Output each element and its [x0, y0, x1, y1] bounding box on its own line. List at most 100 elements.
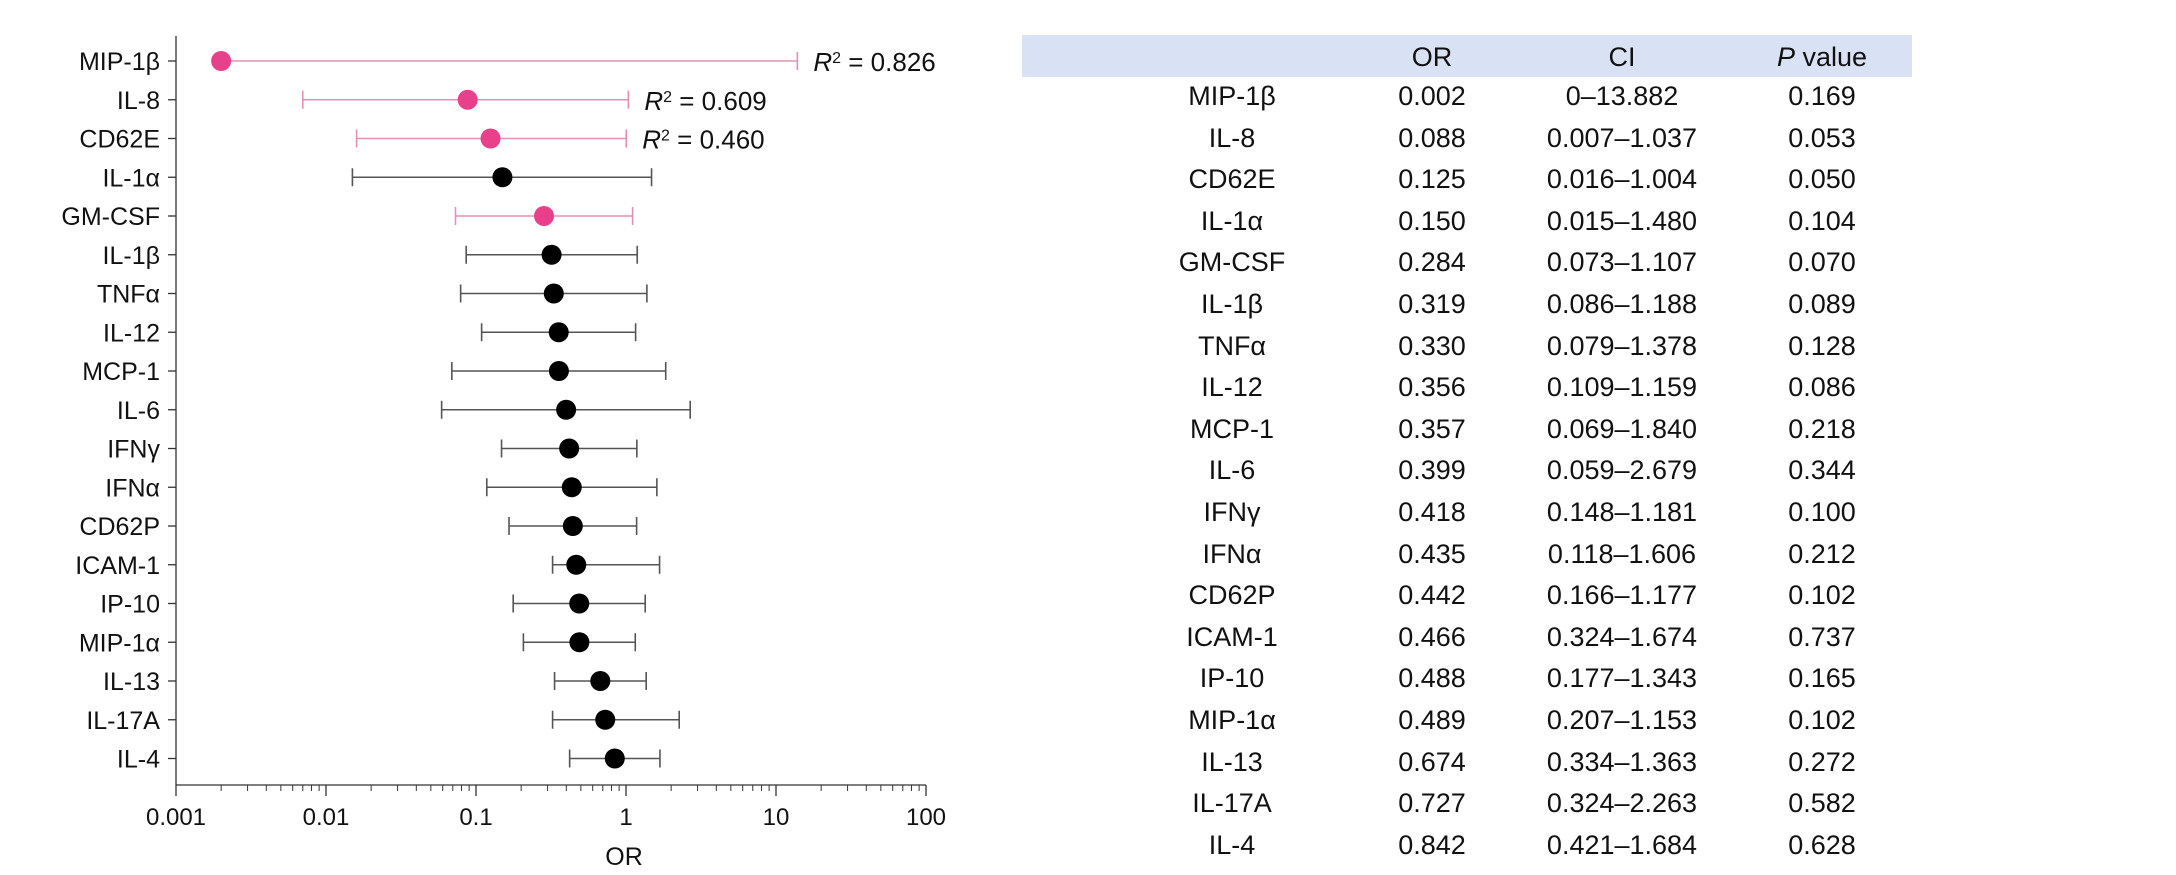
- cell-p-value: 0.102: [1788, 704, 1856, 735]
- row-label: IL-1β: [103, 242, 160, 270]
- table-row: CD62P 0.442 0.166–1.177 0.102: [1022, 576, 1912, 618]
- cell-or: 0.727: [1398, 788, 1466, 819]
- or-point: [595, 709, 616, 730]
- cell-name: IFNα: [1202, 538, 1262, 569]
- cell-or: 0.488: [1398, 663, 1466, 694]
- cell-name: IL-6: [1208, 455, 1256, 486]
- table-row: IL-6 0.399 0.059–2.679 0.344: [1022, 451, 1912, 493]
- cell-or: 0.489: [1398, 704, 1466, 735]
- cell-name: IL-12: [1201, 372, 1263, 403]
- cell-ci: 0–13.882: [1565, 81, 1679, 111]
- cell-name: IP-10: [1199, 663, 1265, 694]
- cell-name: MCP-1: [1189, 413, 1274, 444]
- cell-ci: 0.016–1.004: [1546, 164, 1698, 195]
- or-point: [548, 322, 569, 343]
- cell-name: GM-CSF: [1178, 247, 1286, 278]
- cell-p-value: 0.100: [1788, 496, 1856, 527]
- row-label: MIP-1β: [79, 48, 160, 76]
- or-point: [541, 244, 562, 265]
- cell-p-value: 0.104: [1788, 205, 1856, 236]
- row-label: MIP-1α: [79, 629, 160, 657]
- or-point: [569, 632, 590, 653]
- cell-or: 0.125: [1398, 164, 1466, 195]
- table-row: TNFα 0.330 0.079–1.378 0.128: [1022, 327, 1912, 369]
- cell-name: CD62E: [1188, 164, 1276, 195]
- forest-plot: 0.001 0.01 0.1 1 10 100 OR MIP-1β R2 = 0.826 IL-8…: [61, 36, 946, 871]
- cell-ci: 0.086–1.188: [1546, 288, 1698, 319]
- cell-ci: 0.177–1.343: [1546, 663, 1698, 694]
- row-label: IL-1α: [102, 164, 160, 192]
- or-point: [561, 477, 582, 498]
- table-row: CD62E 0.125 0.016–1.004 0.050: [1022, 160, 1912, 202]
- row-label: IL-12: [103, 319, 160, 347]
- cell-or: 0.435: [1398, 538, 1466, 569]
- cell-or: 0.466: [1398, 621, 1466, 652]
- header-or: OR: [1411, 42, 1453, 72]
- r2-annotation: R2 = 0.609: [644, 86, 766, 116]
- cell-or: 0.356: [1398, 372, 1466, 403]
- cell-ci: 0.148–1.181: [1546, 496, 1698, 527]
- cell-ci: 0.109–1.159: [1546, 372, 1698, 403]
- header-ci: CI: [1608, 42, 1636, 72]
- cell-name: TNFα: [1197, 330, 1267, 361]
- table-row: IP-10 0.488 0.177–1.343 0.165: [1022, 659, 1912, 701]
- or-table: OR CI P value MIP-1β 0.002 0–13.882 0.169 IL…: [1022, 35, 1912, 867]
- r2-annotation: R2 = 0.460: [642, 125, 764, 155]
- cell-ci: 0.073–1.107: [1546, 247, 1698, 278]
- table-body: MIP-1β 0.002 0–13.882 0.169 IL-8 0.088 0.007–1…: [1022, 77, 1912, 867]
- or-point: [457, 89, 478, 110]
- cell-name: IL-1α: [1200, 205, 1264, 236]
- x-axis-label: OR: [605, 843, 643, 871]
- cell-ci: 0.059–2.679: [1546, 455, 1698, 486]
- cell-or: 0.002: [1398, 81, 1466, 111]
- x-tick-label: 0.01: [303, 804, 350, 831]
- table-row: IL-17A 0.727 0.324–2.263 0.582: [1022, 784, 1912, 826]
- cell-ci: 0.079–1.378: [1546, 330, 1698, 361]
- cell-or: 0.842: [1398, 829, 1466, 860]
- cell-name: ICAM-1: [1186, 621, 1278, 652]
- cell-ci: 0.166–1.177: [1546, 580, 1698, 611]
- table-row: MCP-1 0.357 0.069–1.840 0.218: [1022, 410, 1912, 452]
- cell-name: MIP-1β: [1188, 81, 1276, 111]
- or-point: [492, 167, 513, 188]
- table-row: IFNα 0.435 0.118–1.606 0.212: [1022, 535, 1912, 577]
- x-tick-label: 0.001: [146, 804, 206, 831]
- row-label: CD62E: [79, 126, 160, 154]
- cell-name: IL-4: [1208, 829, 1256, 860]
- cell-p-value: 0.272: [1788, 746, 1856, 777]
- table-row: IL-8 0.088 0.007–1.037 0.053: [1022, 119, 1912, 161]
- r2-annotation: R2 = 0.826: [813, 47, 935, 77]
- row-label: IFNγ: [107, 436, 160, 464]
- cell-name: IL-8: [1208, 122, 1256, 153]
- cell-p-value: 0.128: [1788, 330, 1856, 361]
- or-point: [533, 206, 554, 226]
- cell-ci: 0.118–1.606: [1547, 538, 1697, 569]
- cell-p-value: 0.628: [1788, 829, 1856, 860]
- table-row: IL-1α 0.150 0.015–1.480 0.104: [1022, 202, 1912, 244]
- cell-p-value: 0.212: [1788, 538, 1856, 569]
- row-label: IP-10: [100, 591, 160, 619]
- cell-ci: 0.324–1.674: [1546, 621, 1698, 652]
- table-row: IL-12 0.356 0.109–1.159 0.086: [1022, 368, 1912, 410]
- cell-or: 0.399: [1398, 455, 1466, 486]
- row-label: IFNα: [105, 474, 160, 502]
- row-label: TNFα: [97, 281, 160, 309]
- cell-ci: 0.207–1.153: [1546, 704, 1698, 735]
- or-point: [543, 283, 564, 304]
- row-label: CD62P: [79, 513, 160, 541]
- cell-ci: 0.334–1.363: [1546, 746, 1698, 777]
- cell-name: IFNγ: [1203, 496, 1261, 527]
- table-row: ICAM-1 0.466 0.324–1.674 0.737: [1022, 618, 1912, 660]
- or-point: [569, 593, 590, 614]
- cell-p-value: 0.169: [1788, 81, 1856, 111]
- row-label: GM-CSF: [61, 203, 160, 231]
- or-point: [548, 361, 569, 381]
- cell-or: 0.357: [1398, 413, 1466, 444]
- row-label: IL-4: [117, 746, 160, 774]
- table-row: IL-4 0.842 0.421–1.684 0.628: [1022, 826, 1912, 868]
- header-p-value: P value: [1722, 42, 1922, 73]
- cell-or: 0.319: [1398, 288, 1466, 319]
- row-label: IL-17A: [86, 707, 160, 735]
- cell-p-value: 0.070: [1788, 247, 1856, 278]
- cell-ci: 0.007–1.037: [1546, 122, 1698, 153]
